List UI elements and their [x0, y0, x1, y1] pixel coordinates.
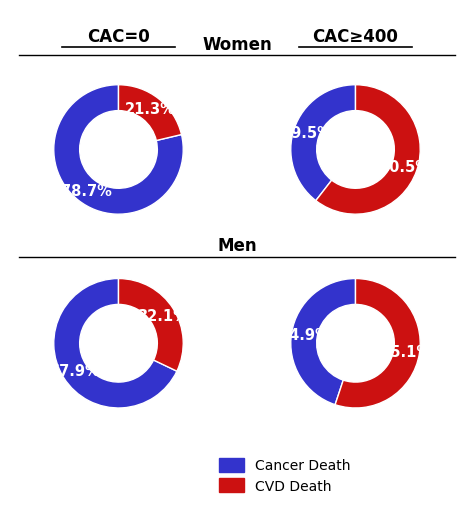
Wedge shape — [54, 86, 183, 215]
Wedge shape — [118, 279, 183, 372]
Wedge shape — [291, 86, 356, 201]
Text: CAC≥400: CAC≥400 — [312, 28, 399, 46]
Text: 60.5%: 60.5% — [379, 159, 430, 175]
Wedge shape — [54, 279, 177, 408]
Text: Men: Men — [217, 237, 257, 254]
Wedge shape — [118, 86, 182, 141]
Text: 39.5%: 39.5% — [281, 126, 332, 141]
Text: 55.1%: 55.1% — [381, 344, 432, 359]
Wedge shape — [316, 86, 420, 215]
Wedge shape — [335, 279, 420, 408]
Text: 44.9%: 44.9% — [279, 328, 330, 343]
Text: CAC=0: CAC=0 — [87, 28, 150, 46]
Text: Women: Women — [202, 36, 272, 53]
Wedge shape — [291, 279, 356, 405]
Text: 67.9%: 67.9% — [49, 363, 100, 379]
Text: 21.3%: 21.3% — [125, 102, 176, 117]
Text: 78.7%: 78.7% — [61, 183, 112, 198]
Legend: Cancer Death, CVD Death: Cancer Death, CVD Death — [214, 454, 355, 497]
Text: 32.1%: 32.1% — [137, 308, 188, 324]
